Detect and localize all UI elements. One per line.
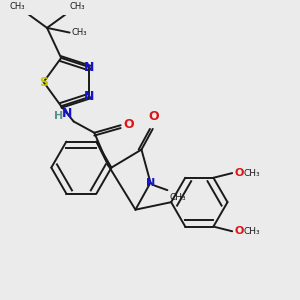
- Text: CH₃: CH₃: [169, 193, 186, 202]
- Text: N: N: [84, 61, 95, 74]
- Text: S: S: [39, 76, 48, 88]
- Text: CH₃: CH₃: [9, 2, 25, 11]
- Text: H: H: [54, 111, 63, 121]
- Text: O: O: [123, 118, 134, 131]
- Text: O: O: [234, 226, 244, 236]
- Text: N: N: [61, 106, 72, 120]
- Text: CH₃: CH₃: [71, 28, 87, 37]
- Text: O: O: [148, 110, 159, 123]
- Text: N: N: [146, 178, 155, 188]
- Text: CH₃: CH₃: [70, 2, 85, 11]
- Text: N: N: [84, 90, 95, 104]
- Text: O: O: [234, 168, 244, 178]
- Text: CH₃: CH₃: [244, 169, 260, 178]
- Text: CH₃: CH₃: [244, 227, 260, 236]
